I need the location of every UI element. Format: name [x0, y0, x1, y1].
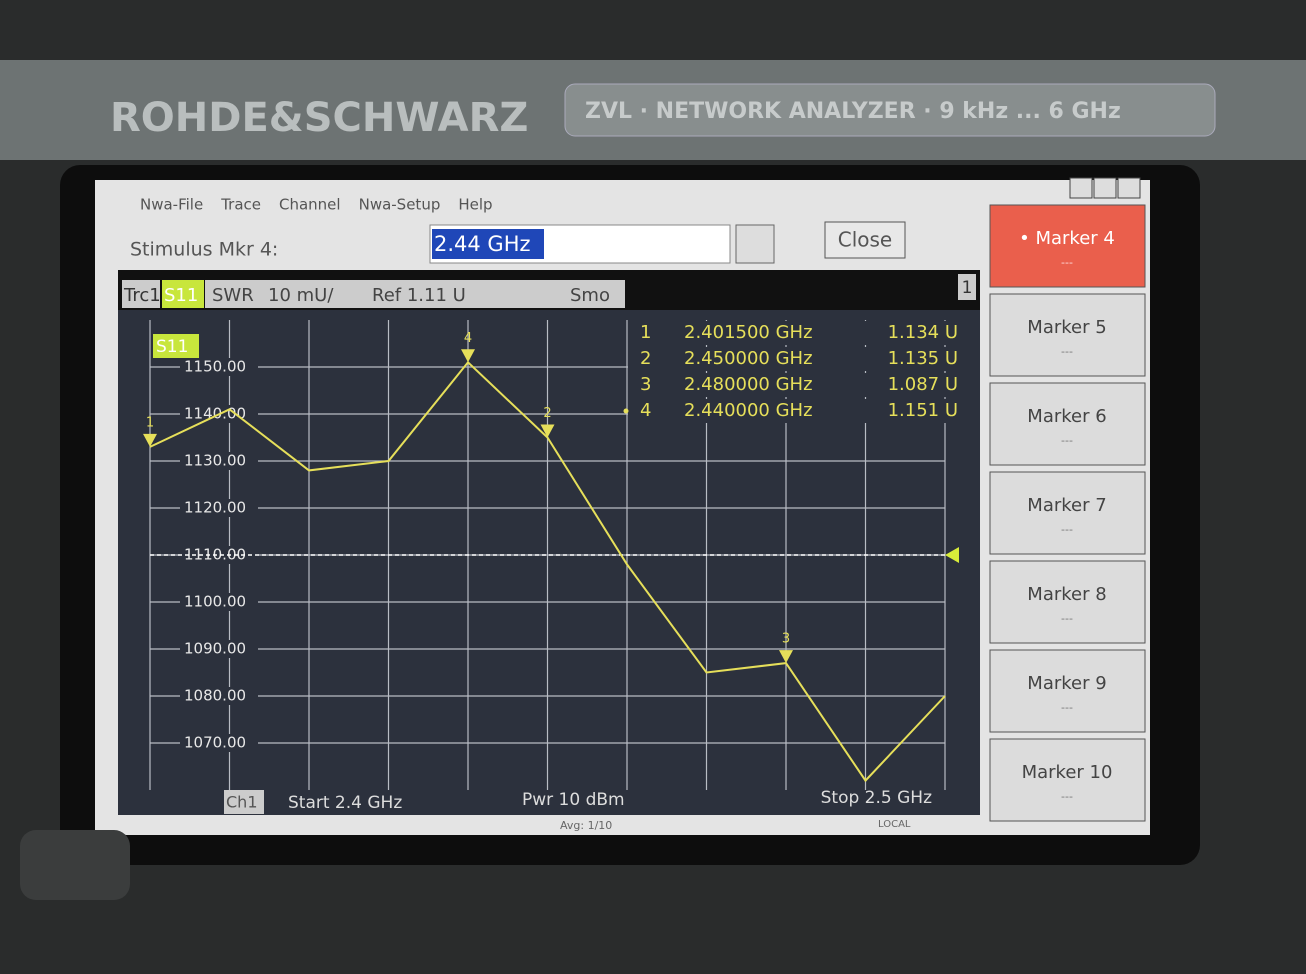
softkey-label: Marker 6	[1027, 406, 1106, 427]
marker-stimulus: 2.450000 GHz	[684, 348, 813, 369]
power: Pwr 10 dBm	[522, 790, 625, 810]
marker-number: 4	[464, 331, 472, 346]
marker-number: 1	[146, 415, 154, 430]
minimize[interactable]	[1070, 178, 1092, 198]
softkey-value: ---	[1061, 701, 1073, 714]
y-tick-label: 1070.00	[184, 734, 246, 752]
marker-number: 4	[640, 400, 651, 421]
ref: Ref 1.11 U	[372, 285, 466, 306]
y-tick-label: 1080.00	[184, 687, 246, 705]
model: ZVL · NETWORK ANALYZER · 9 kHz ... 6 GHz	[585, 99, 1121, 124]
marker-stimulus: 2.440000 GHz	[684, 400, 813, 421]
menu-item[interactable]: Trace	[220, 196, 261, 214]
power-button[interactable]	[20, 830, 130, 900]
marker-response: 1.135 U	[888, 348, 958, 369]
stimulus-value: 2.44 GHz	[434, 232, 531, 256]
spin-button[interactable]	[736, 225, 774, 263]
channel: Ch1	[226, 793, 258, 812]
marker-number: 3	[640, 374, 651, 395]
menu-item[interactable]: Nwa-File	[140, 196, 203, 214]
close-label: Close	[838, 228, 892, 252]
y-tick-label: 1140.00	[184, 405, 246, 423]
y-tick-label: 1120.00	[184, 499, 246, 517]
y-tick-label: 1150.00	[184, 358, 246, 376]
softkeys: • Marker 4 --- Marker 5 --- Marker 6 --- Marke…	[990, 205, 1145, 821]
marker-number: 3	[782, 632, 790, 647]
marker-response: 1.087 U	[888, 374, 958, 395]
active-marker-dot	[624, 409, 629, 414]
restore[interactable]	[1094, 178, 1116, 198]
softkey-label: Marker 8	[1027, 584, 1106, 605]
marker-number: 1	[640, 322, 651, 343]
menu-bar: Nwa-File Trace Channel Nwa-Setup Help	[140, 196, 493, 214]
param: S11	[164, 285, 198, 306]
softkey-label: Marker 5	[1027, 317, 1106, 338]
softkey-value: ---	[1061, 256, 1073, 269]
y-tick-label: 1090.00	[184, 640, 246, 658]
marker-stimulus: 2.401500 GHz	[684, 322, 813, 343]
softkey-label: Marker 9	[1027, 673, 1106, 694]
y-tick-label: 1130.00	[184, 452, 246, 470]
local: LOCAL	[878, 819, 911, 830]
softkey-value: ---	[1061, 345, 1073, 358]
channel-number: 1	[962, 278, 973, 298]
smoothing: Smo	[570, 285, 610, 306]
marker-response: 1.151 U	[888, 400, 958, 421]
softkey-label: Marker 10	[1022, 762, 1113, 783]
menu-item[interactable]: Help	[458, 196, 492, 214]
marker-response: 1.134 U	[888, 322, 958, 343]
stimulus-label: Stimulus Mkr 4:	[130, 239, 278, 261]
page: ROHDE&SCHWARZ ZVL · NETWORK ANALYZER · 9…	[0, 0, 1306, 974]
format: SWR	[212, 285, 254, 306]
trace-label: S11	[156, 337, 188, 357]
marker-stimulus: 2.480000 GHz	[684, 374, 813, 395]
brand: ROHDE&SCHWARZ	[110, 95, 528, 141]
start: Start 2.4 GHz	[288, 793, 402, 813]
device: ROHDE&SCHWARZ ZVL · NETWORK ANALYZER · 9…	[0, 0, 1306, 974]
y-tick-label: 1100.00	[184, 593, 246, 611]
marker-number: 2	[543, 406, 551, 421]
stop: Stop 2.5 GHz	[821, 788, 932, 808]
avg: Avg: 1/10	[560, 819, 612, 832]
softkey-value: ---	[1061, 790, 1073, 803]
trace-name: Trc1	[123, 285, 161, 306]
softkey-label: Marker 7	[1027, 495, 1106, 516]
close-window[interactable]	[1118, 178, 1140, 198]
scale: 10 mU/	[268, 285, 334, 306]
menu-item[interactable]: Nwa-Setup	[359, 196, 441, 214]
softkey-value: ---	[1061, 523, 1073, 536]
marker-number: 2	[640, 348, 651, 369]
softkey-label: • Marker 4	[1019, 228, 1115, 249]
softkey-value: ---	[1061, 434, 1073, 447]
softkey-value: ---	[1061, 612, 1073, 625]
menu-item[interactable]: Channel	[279, 196, 341, 214]
